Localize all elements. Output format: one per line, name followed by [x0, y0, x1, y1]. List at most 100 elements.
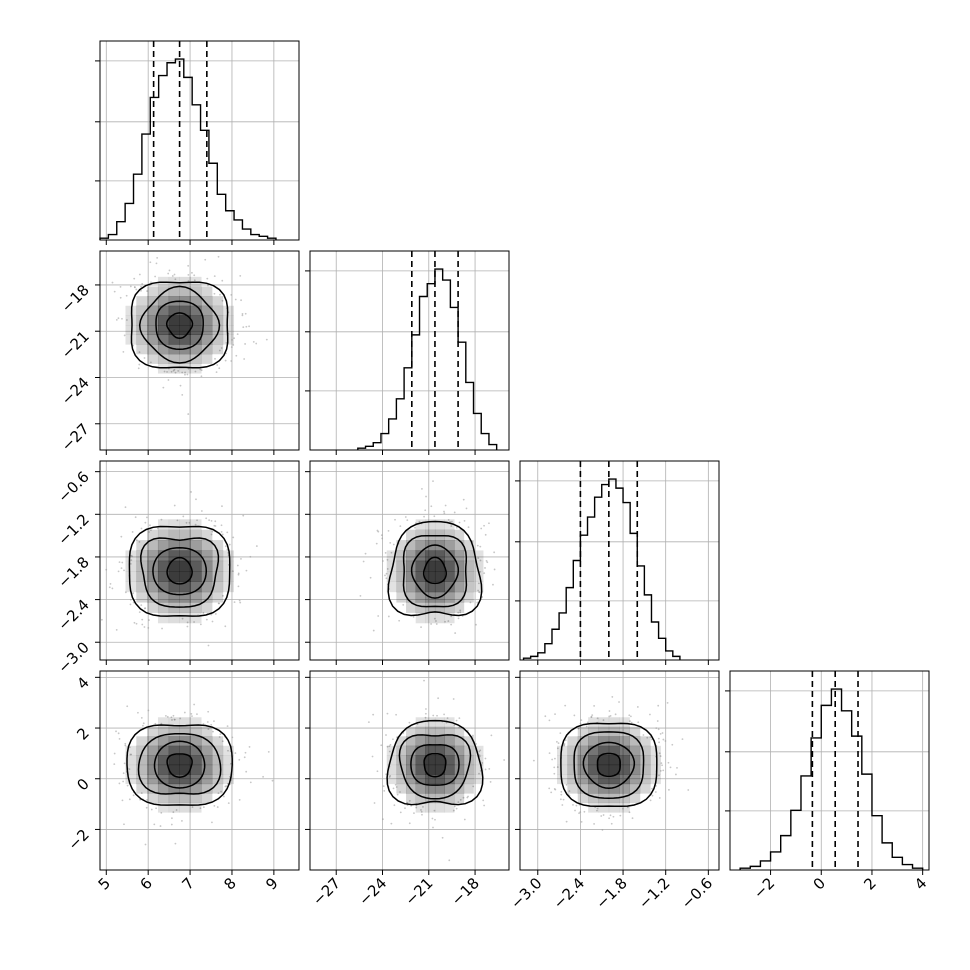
sample-point	[168, 269, 171, 272]
sample-point	[238, 599, 241, 602]
y-tick-label: −27	[58, 420, 93, 455]
sample-point	[255, 342, 258, 345]
sample-point	[170, 823, 173, 826]
sample-point	[386, 745, 389, 748]
sample-point	[423, 679, 425, 682]
density-cell	[444, 774, 455, 785]
density-cell	[588, 745, 599, 756]
density-cell	[201, 764, 213, 775]
density-cell	[463, 591, 474, 603]
density-cell	[396, 783, 407, 794]
sample-point	[207, 728, 210, 731]
density-cell	[463, 540, 474, 551]
density-cell	[136, 334, 148, 345]
density-cell	[125, 774, 137, 785]
sample-point	[230, 360, 233, 362]
density-cell	[157, 581, 170, 593]
density-cell	[168, 745, 180, 756]
sample-point	[220, 531, 223, 533]
sample-point	[596, 809, 598, 812]
density-cell	[619, 736, 630, 747]
density-cell	[136, 550, 148, 562]
density-cell	[386, 550, 397, 562]
sample-point	[408, 822, 411, 825]
sample-point	[109, 583, 112, 585]
density-cell	[212, 334, 224, 345]
density-cell	[557, 764, 568, 775]
sample-point	[384, 574, 386, 577]
density-cell	[157, 344, 170, 355]
density-cell	[157, 726, 170, 737]
sample-point	[144, 843, 147, 846]
sample-point	[660, 762, 663, 765]
sample-point	[216, 806, 219, 808]
sample-point	[659, 732, 662, 735]
sample-point	[553, 766, 556, 769]
sample-point	[219, 733, 222, 736]
sample-point	[436, 714, 438, 717]
contour-2	[402, 534, 468, 608]
sample-point	[389, 743, 392, 746]
density-cell	[201, 550, 213, 562]
sample-point	[215, 371, 218, 374]
density-cell	[444, 612, 455, 624]
sample-point	[121, 799, 124, 802]
sample-point	[119, 285, 122, 288]
density-cell	[425, 612, 436, 624]
sample-point	[387, 529, 390, 532]
density-cell	[454, 550, 465, 562]
sample-point	[140, 289, 142, 292]
sample-point	[252, 341, 255, 343]
sample-point	[226, 531, 229, 534]
density-cell	[425, 717, 436, 728]
sample-point	[108, 586, 111, 589]
density-cell	[619, 745, 630, 756]
density-cell	[190, 802, 202, 813]
density-cell	[157, 802, 170, 813]
sample-point	[483, 572, 486, 575]
density-cell	[179, 353, 191, 364]
sample-point	[123, 334, 126, 337]
sample-point	[579, 722, 582, 725]
sample-point	[118, 782, 121, 785]
sample-point	[160, 518, 163, 521]
density-cell	[454, 581, 465, 593]
sample-point	[140, 527, 143, 530]
y-tick-label: −3.0	[54, 638, 92, 676]
sample-point	[227, 802, 230, 805]
sample-point	[675, 773, 677, 776]
sample-point	[577, 727, 580, 730]
density-cell	[454, 591, 465, 603]
panel-frame	[729, 670, 930, 871]
sample-point	[124, 506, 127, 509]
density-cell	[157, 305, 170, 316]
sample-point	[230, 762, 232, 765]
density-cell	[201, 344, 213, 355]
sample-point	[153, 823, 156, 826]
density-cell	[588, 755, 599, 766]
contour-0	[166, 556, 193, 585]
panel-content	[100, 461, 299, 660]
sample-point	[610, 822, 613, 825]
sample-point	[137, 367, 140, 370]
sample-point	[187, 413, 190, 415]
sample-point	[483, 804, 486, 807]
sample-point	[239, 601, 242, 604]
contour-1	[155, 300, 204, 351]
density-cell	[136, 540, 148, 551]
contour-3	[130, 281, 229, 369]
density-cell	[201, 353, 213, 364]
density-cell	[454, 560, 465, 572]
density-cell	[222, 560, 235, 572]
density-cell	[463, 571, 474, 582]
sample-point	[489, 781, 492, 783]
sample-point	[147, 627, 150, 629]
sample-point	[396, 793, 399, 796]
density-cell	[212, 774, 224, 785]
contour-1	[153, 740, 206, 789]
sample-point	[174, 842, 177, 845]
sample-point	[129, 603, 132, 606]
sample-point	[140, 285, 142, 288]
sample-point	[130, 559, 133, 561]
sample-point	[217, 792, 220, 795]
